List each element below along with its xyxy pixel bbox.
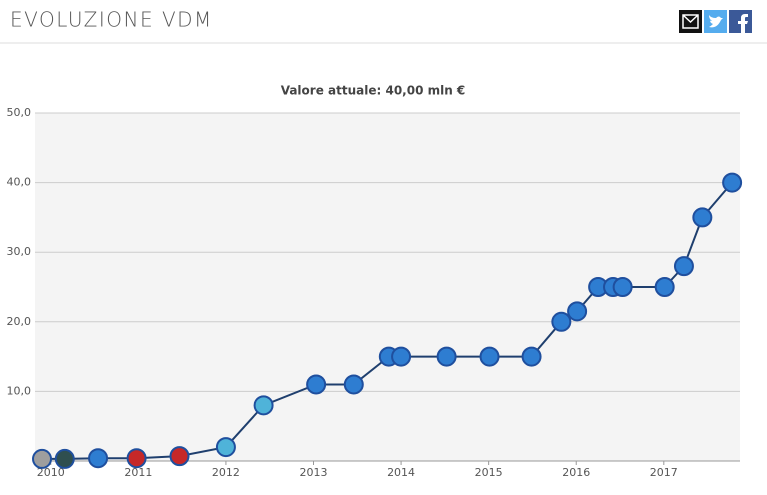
point-marker: [126, 448, 147, 469]
mail-icon: [682, 14, 699, 29]
share-mail[interactable]: [679, 10, 702, 33]
x-tick-label: 2012: [212, 466, 240, 479]
point-marker: [306, 374, 327, 395]
point-marker: [612, 277, 633, 297]
point-marker: [551, 311, 572, 332]
point-marker: [169, 446, 190, 467]
point-marker: [215, 437, 236, 458]
point-marker: [253, 395, 274, 416]
x-tick-label: 2014: [387, 466, 415, 479]
point-marker: [722, 172, 743, 193]
header-title: EVOLUZIONE VDM: [10, 8, 213, 32]
y-tick-label: 40,0: [7, 176, 32, 189]
point-marker: [391, 346, 412, 367]
point-marker: [567, 301, 588, 322]
y-tick-label: 10,0: [7, 384, 32, 397]
chart-title: Valore attuale: 40,00 mln €: [281, 84, 466, 98]
x-tick-label: 2015: [475, 466, 503, 479]
y-tick-label: 30,0: [7, 245, 32, 258]
point-marker: [343, 374, 364, 395]
point-marker: [32, 448, 53, 469]
y-tick-label: 20,0: [7, 315, 32, 328]
x-tick-label: 2017: [650, 466, 678, 479]
x-tick-label: 2010: [37, 466, 65, 479]
point-marker: [692, 207, 713, 228]
point-marker: [654, 277, 675, 297]
x-tick-label: 2013: [299, 466, 327, 479]
x-tick-label: 2011: [124, 466, 152, 479]
y-tick-label: 50,0: [7, 106, 32, 119]
share-facebook[interactable]: [729, 10, 752, 33]
point-marker: [521, 346, 542, 367]
x-tick-label: 2016: [562, 466, 590, 479]
share-twitter[interactable]: [704, 10, 727, 33]
point-marker: [479, 346, 500, 367]
point-marker: [88, 448, 109, 469]
point-marker: [54, 448, 75, 469]
point-marker: [436, 346, 457, 367]
twitter-icon: [709, 15, 723, 28]
point-marker: [673, 256, 694, 277]
facebook-icon: [738, 14, 748, 33]
